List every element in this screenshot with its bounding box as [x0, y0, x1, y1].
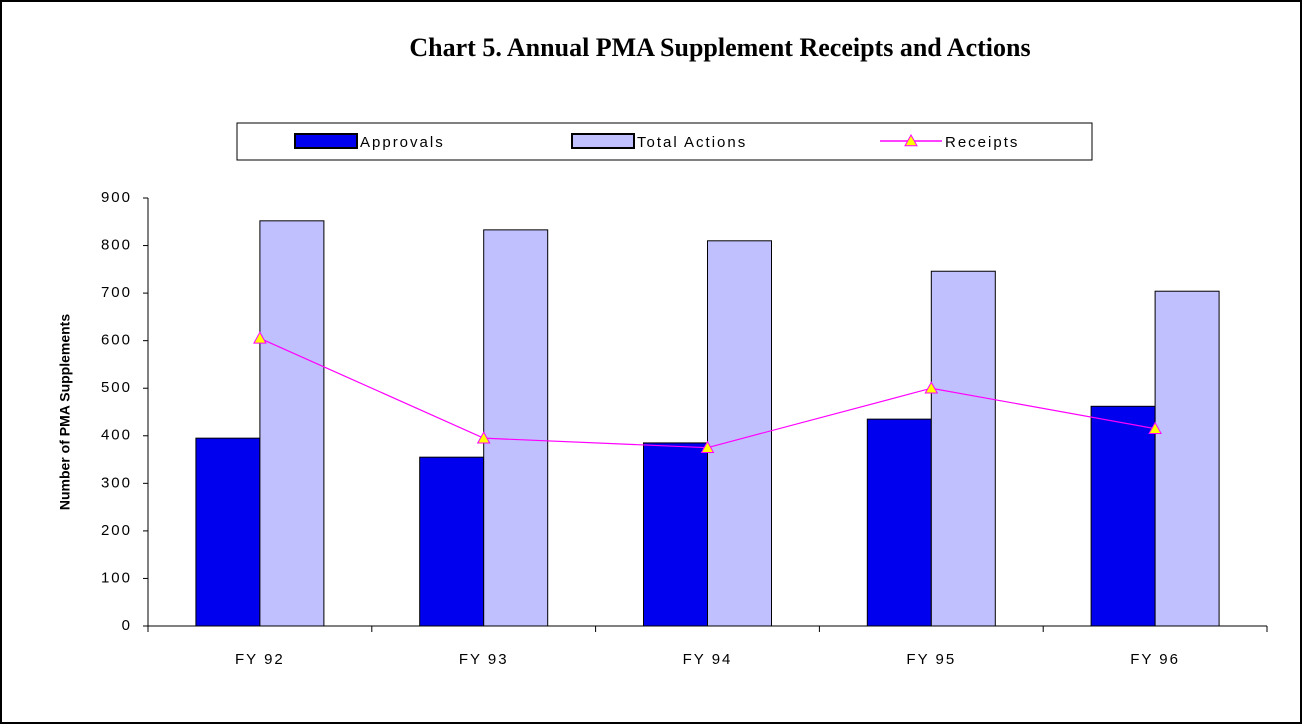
y-tick-label: 500: [101, 379, 132, 396]
y-tick-label: 300: [101, 474, 132, 491]
chart-title: Chart 5. Annual PMA Supplement Receipts …: [409, 33, 1030, 62]
x-tick-label: FY 96: [1130, 651, 1180, 668]
y-tick-label: 400: [101, 427, 132, 444]
bar: [1090, 405, 1156, 627]
legend-label: Approvals: [360, 134, 445, 151]
legend-swatch: [294, 133, 358, 149]
line-marker: [476, 431, 491, 444]
legend-box: [236, 122, 1093, 161]
bar: [643, 442, 708, 627]
x-tick-label: FY 93: [459, 651, 509, 668]
y-tick-label: 100: [101, 569, 132, 586]
line-marker: [924, 381, 939, 394]
bar: [259, 220, 325, 627]
bar: [1154, 290, 1220, 627]
line-marker: [700, 440, 715, 453]
legend-label: Receipts: [945, 134, 1019, 151]
x-tick-label: FY 94: [683, 651, 733, 668]
bar: [483, 229, 549, 627]
y-tick-label: 800: [101, 237, 132, 254]
bar: [866, 418, 932, 627]
x-tick-label: FY 92: [235, 651, 285, 668]
legend-swatch: [571, 133, 635, 149]
y-tick-label: 900: [101, 189, 132, 206]
x-tick-label: FY 95: [906, 651, 956, 668]
bar: [930, 270, 996, 627]
line-marker: [1148, 421, 1162, 434]
bar: [195, 437, 261, 627]
legend-marker: [904, 133, 918, 147]
line-marker: [253, 331, 267, 344]
y-tick-label: 200: [101, 522, 132, 539]
y-tick-label: 600: [101, 332, 132, 349]
y-tick-label: 0: [122, 617, 132, 634]
y-tick-label: 700: [101, 284, 132, 301]
y-axis-label: Number of PMA Supplements: [57, 314, 73, 510]
legend-label: Total Actions: [637, 134, 747, 151]
bar: [419, 456, 485, 627]
